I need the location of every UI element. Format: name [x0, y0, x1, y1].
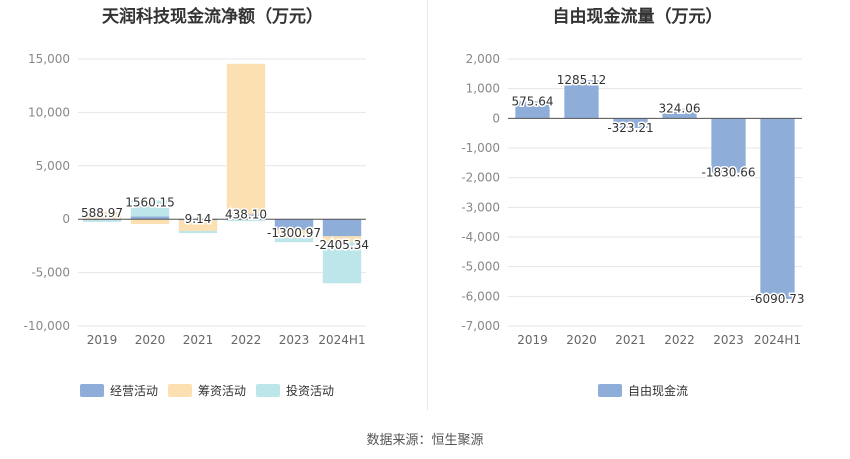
cashflow-bar — [274, 219, 314, 230]
cashflow-bar — [178, 220, 218, 231]
fcf-bar — [613, 118, 648, 128]
right-chart-title: 自由现金流量（万元） — [552, 7, 723, 27]
fcf-y-tick-label: -3,000 — [461, 200, 500, 214]
fcf-value-label: -323.21 — [607, 121, 653, 135]
fcf-y-tick-label: -5,000 — [461, 260, 500, 274]
fcf-y-tick-label: 0 — [492, 111, 500, 125]
cashflow-y-tick-label: 5,000 — [36, 159, 70, 173]
fcf-x-tick-label: 2024H1 — [754, 333, 801, 347]
cashflow-x-tick-label: 2019 — [87, 333, 118, 347]
cashflow-legend-swatch — [80, 384, 104, 397]
fcf-x-tick-label: 2019 — [517, 333, 548, 347]
chart-divider — [427, 0, 428, 410]
cashflow-bar — [82, 220, 122, 222]
fcf-y-tick-label: -4,000 — [461, 230, 500, 244]
fcf-bar — [760, 118, 795, 300]
cashflow-bar — [322, 236, 362, 242]
cashflow-x-tick-label: 2020 — [135, 333, 166, 347]
fcf-bar — [564, 80, 599, 119]
cashflow-legend-swatch — [256, 384, 280, 397]
fcf-value-label: -6090.73 — [751, 292, 805, 306]
fcf-x-tick-label: 2020 — [566, 333, 597, 347]
cashflow-bar — [178, 230, 218, 234]
fcf-bar — [515, 101, 550, 119]
fcf-value-label: -1830.66 — [702, 166, 756, 180]
cashflow-y-tick-label: 0 — [62, 212, 70, 226]
fcf-bar — [711, 118, 746, 173]
cashflow-bar — [82, 219, 122, 221]
cashflow-total-label: 1560.15 — [125, 196, 175, 210]
fcf-value-label: 575.64 — [512, 94, 554, 108]
cashflow-x-tick-label: 2021 — [183, 333, 214, 347]
fcf-legend-label: 自由现金流 — [628, 383, 688, 398]
fcf-y-tick-label: -2,000 — [461, 171, 500, 185]
fcf-y-tick-label: -1,000 — [461, 141, 500, 155]
cashflow-y-tick-label: 10,000 — [28, 105, 70, 119]
fcf-legend-swatch — [598, 384, 622, 397]
cashflow-total-label: 588.97 — [81, 206, 123, 220]
cashflow-y-tick-label: -5,000 — [31, 266, 70, 280]
cashflow-bar — [322, 219, 362, 237]
cashflow-bar — [226, 219, 266, 222]
cashflow-total-label: 438.10 — [225, 208, 267, 222]
fcf-x-tick-label: 2023 — [713, 333, 744, 347]
data-source-note: 数据来源：恒生聚源 — [366, 433, 484, 448]
fcf-y-tick-label: 1,000 — [466, 82, 500, 96]
fcf-y-tick-label: -7,000 — [461, 319, 500, 333]
cashflow-total-label: 9.14 — [185, 212, 212, 226]
cashflow-legend-swatch — [168, 384, 192, 397]
fcf-y-tick-label: -6,000 — [461, 289, 500, 303]
cashflow-x-tick-label: 2023 — [279, 333, 310, 347]
fcf-x-tick-label: 2021 — [615, 333, 646, 347]
cashflow-legend-label: 投资活动 — [286, 383, 334, 398]
cashflow-y-tick-label: -10,000 — [24, 319, 70, 333]
fcf-bar — [662, 108, 697, 119]
cashflow-bar — [322, 241, 362, 284]
cashflow-total-label: -2405.34 — [315, 238, 369, 252]
cashflow-y-tick-label: 15,000 — [28, 52, 70, 66]
cashflow-x-tick-label: 2024H1 — [318, 333, 365, 347]
fcf-value-label: 324.06 — [659, 102, 701, 116]
cashflow-legend-label: 经营活动 — [110, 384, 158, 398]
fcf-x-tick-label: 2022 — [664, 333, 695, 347]
left-chart-title: 天润科技现金流净额（万元） — [102, 7, 323, 27]
fcf-value-label: 1285.12 — [557, 73, 607, 87]
cashflow-legend-label: 筹资活动 — [198, 384, 246, 398]
cashflow-bar — [130, 200, 170, 217]
cashflow-x-tick-label: 2022 — [231, 333, 262, 347]
cashflow-bar — [130, 219, 170, 225]
cashflow-bar — [130, 216, 170, 220]
cashflow-bar — [274, 237, 314, 243]
fcf-y-tick-label: 2,000 — [466, 52, 500, 66]
cashflow-bar — [226, 63, 266, 215]
cashflow-total-label: -1300.97 — [267, 226, 321, 240]
